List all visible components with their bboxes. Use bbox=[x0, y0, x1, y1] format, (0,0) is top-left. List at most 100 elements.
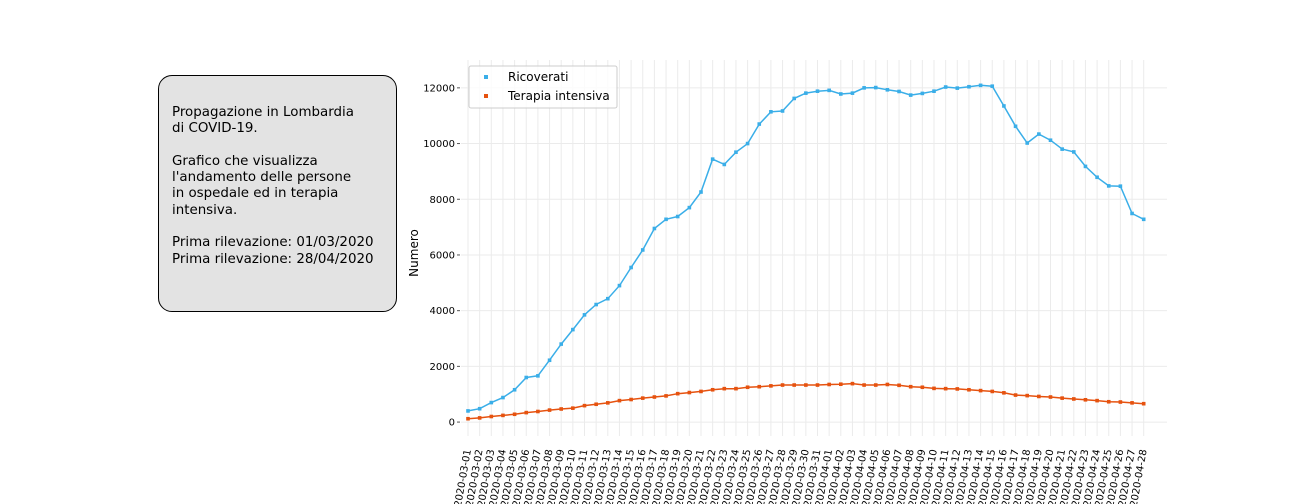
data-point bbox=[1130, 211, 1134, 216]
data-point bbox=[967, 84, 971, 89]
data-point bbox=[710, 157, 715, 161]
data-point bbox=[1083, 397, 1088, 402]
legend-marker-terapia-intensiva bbox=[484, 94, 488, 98]
data-point bbox=[850, 91, 855, 95]
data-point bbox=[839, 382, 843, 386]
data-point bbox=[839, 92, 843, 96]
data-point bbox=[745, 385, 750, 390]
data-point bbox=[489, 414, 494, 419]
y-tick-label: 10000 bbox=[423, 139, 455, 150]
data-point bbox=[477, 416, 482, 420]
data-point bbox=[594, 302, 598, 307]
data-point bbox=[524, 410, 529, 415]
legend: Ricoverati Terapia intensiva bbox=[468, 65, 618, 109]
data-point bbox=[827, 88, 831, 93]
data-point bbox=[1118, 400, 1123, 404]
data-point bbox=[734, 386, 738, 391]
x-axis: 2020-03-012020-03-022020-03-032020-03-04… bbox=[453, 449, 1150, 504]
data-point bbox=[1025, 393, 1029, 398]
data-point bbox=[792, 96, 796, 101]
legend-label-terapia-intensiva: Terapia intensiva bbox=[507, 89, 610, 103]
data-point bbox=[547, 408, 552, 412]
data-point bbox=[873, 383, 878, 387]
data-point bbox=[920, 91, 925, 96]
data-point bbox=[1118, 184, 1123, 188]
y-axis: 0 2000 4000 6000 8000 10000 12000 bbox=[423, 83, 460, 429]
data-point bbox=[489, 400, 494, 405]
grid-lines bbox=[461, 60, 1167, 436]
data-point bbox=[606, 296, 610, 301]
data-point bbox=[978, 388, 983, 393]
data-point bbox=[804, 91, 808, 95]
data-point bbox=[862, 86, 866, 90]
data-point bbox=[501, 413, 505, 418]
data-point bbox=[582, 313, 587, 317]
y-axis-label: Numero bbox=[407, 229, 421, 277]
y-tick-label: 2000 bbox=[430, 362, 455, 373]
data-point bbox=[1072, 150, 1076, 154]
info-title: Propagazione in Lombardia di COVID-19. bbox=[172, 105, 354, 137]
data-point bbox=[594, 402, 598, 407]
data-point bbox=[1095, 175, 1099, 180]
data-point bbox=[804, 383, 808, 387]
data-point bbox=[571, 327, 575, 332]
legend-marker-ricoverati bbox=[484, 75, 488, 79]
data-point bbox=[757, 122, 762, 126]
data-point bbox=[640, 396, 645, 400]
data-point bbox=[629, 397, 633, 402]
data-point bbox=[1130, 401, 1134, 405]
data-point bbox=[571, 406, 575, 410]
data-point bbox=[908, 93, 913, 97]
data-point bbox=[722, 386, 727, 391]
data-point bbox=[512, 412, 517, 417]
data-point bbox=[897, 383, 901, 388]
data-point bbox=[664, 394, 668, 398]
data-point bbox=[769, 110, 773, 114]
data-point bbox=[780, 383, 785, 387]
data-point bbox=[920, 385, 925, 390]
info-dates: Prima rilevazione: 01/03/2020 Prima rile… bbox=[172, 235, 396, 268]
data-point bbox=[617, 283, 622, 288]
data-point bbox=[815, 383, 820, 387]
data-point bbox=[675, 391, 680, 396]
data-point bbox=[699, 190, 703, 194]
data-point bbox=[943, 386, 948, 391]
data-point bbox=[897, 89, 901, 94]
data-point bbox=[699, 389, 703, 394]
y-tick-label: 0 bbox=[449, 418, 455, 429]
data-point bbox=[629, 265, 633, 270]
data-point bbox=[885, 382, 890, 387]
data-point bbox=[780, 109, 785, 113]
data-point bbox=[792, 383, 796, 387]
data-point bbox=[862, 383, 866, 387]
data-point bbox=[850, 381, 855, 386]
data-point bbox=[1048, 138, 1053, 143]
data-point bbox=[990, 389, 995, 394]
info-box: Propagazione in Lombardia di COVID-19. G… bbox=[158, 75, 397, 312]
data-point bbox=[675, 214, 680, 219]
data-point bbox=[885, 88, 890, 92]
data-point bbox=[687, 390, 692, 395]
data-point bbox=[477, 406, 482, 411]
data-point bbox=[1037, 132, 1041, 136]
series bbox=[466, 83, 1146, 421]
data-point bbox=[1048, 395, 1053, 399]
data-point bbox=[652, 226, 657, 231]
data-point bbox=[687, 205, 692, 210]
legend-label-ricoverati: Ricoverati bbox=[508, 70, 568, 84]
data-point bbox=[943, 85, 948, 89]
info-description: Grafico che visualizza l'andamento delle… bbox=[172, 153, 352, 218]
data-point bbox=[932, 89, 936, 93]
data-point bbox=[1002, 104, 1006, 108]
data-point bbox=[908, 384, 913, 389]
data-point bbox=[815, 89, 820, 93]
data-point bbox=[606, 401, 610, 405]
data-point bbox=[664, 217, 668, 222]
data-point bbox=[873, 85, 878, 90]
data-point bbox=[536, 374, 540, 378]
data-point bbox=[536, 409, 540, 414]
y-tick-label: 6000 bbox=[430, 250, 455, 261]
data-point bbox=[1095, 398, 1099, 403]
data-point bbox=[617, 398, 622, 403]
data-point bbox=[757, 384, 762, 389]
